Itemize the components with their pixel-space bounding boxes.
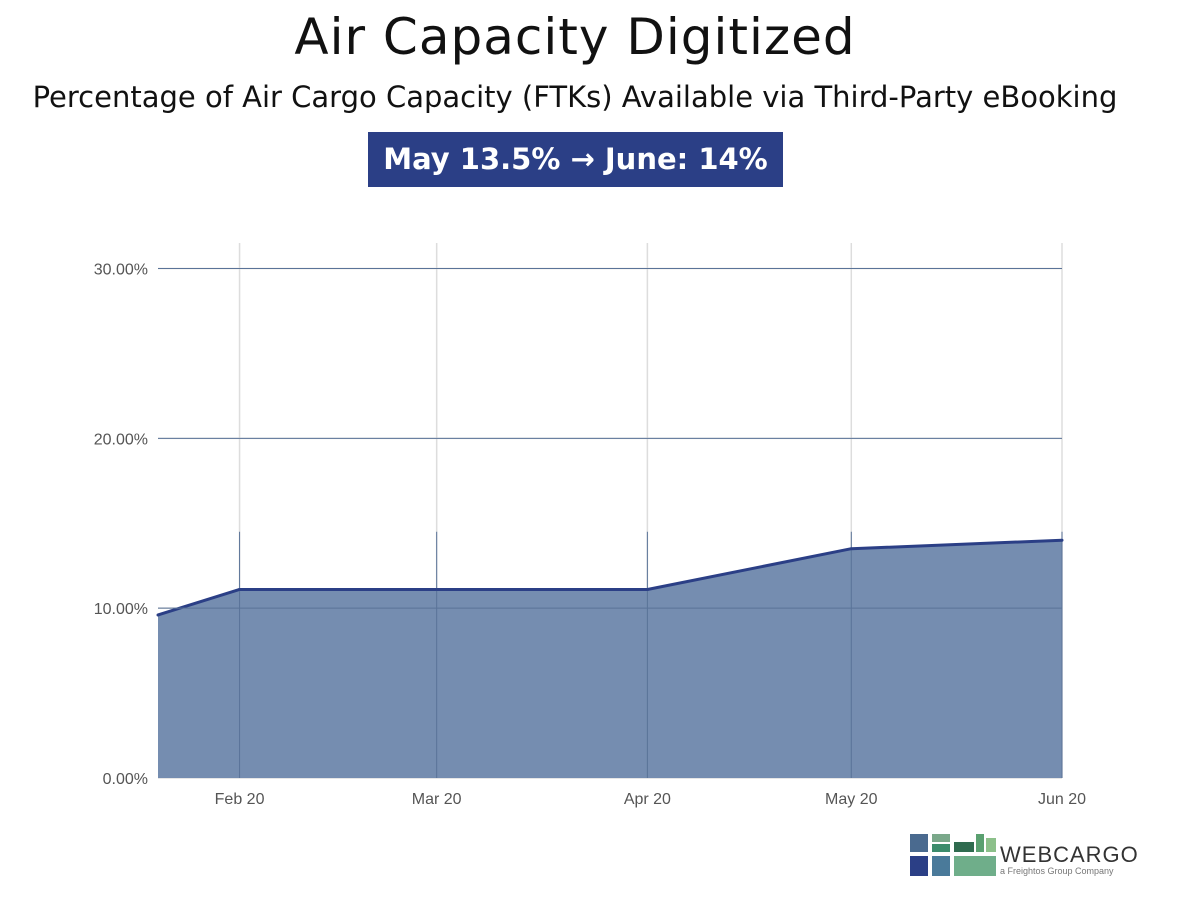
x-tick-label: Apr 20 xyxy=(624,791,671,808)
data-point xyxy=(156,613,160,617)
chart-subtitle: Percentage of Air Cargo Capacity (FTKs) … xyxy=(32,80,1118,114)
highlight-banner: May 13.5% → June: 14% xyxy=(368,132,783,187)
webcargo-logo-tagline: a Freightos Group Company xyxy=(1000,866,1114,876)
x-tick-label: Mar 20 xyxy=(412,791,462,808)
y-tick-label: 10.00% xyxy=(94,601,148,618)
x-tick-label: Feb 20 xyxy=(215,791,265,808)
series-area xyxy=(158,540,1062,778)
data-point xyxy=(645,587,649,591)
webcargo-logo-name: WEBCARGO xyxy=(1000,842,1139,867)
webcargo-logo: WEBCARGO a Freightos Group Company xyxy=(908,832,1158,882)
axis-layer: Feb 20 Mar 20 Apr 20 May 20 Jun 20 0.00% 10.00… xyxy=(94,261,1086,808)
data-point xyxy=(238,587,242,591)
series-line xyxy=(157,538,1063,617)
data-point xyxy=(1060,538,1064,542)
y-tick-label: 30.00% xyxy=(94,261,148,278)
data-point xyxy=(849,547,853,551)
y-tick-label: 20.00% xyxy=(94,431,148,448)
y-tick-label: 0.00% xyxy=(103,771,148,788)
data-point xyxy=(435,587,439,591)
x-tick-label: Jun 20 xyxy=(1038,791,1086,808)
chart-title: Air Capacity Digitized xyxy=(294,8,856,66)
webcargo-logo-mark-icon xyxy=(910,834,996,876)
x-tick-label: May 20 xyxy=(825,791,878,808)
series-layer xyxy=(156,267,1064,778)
